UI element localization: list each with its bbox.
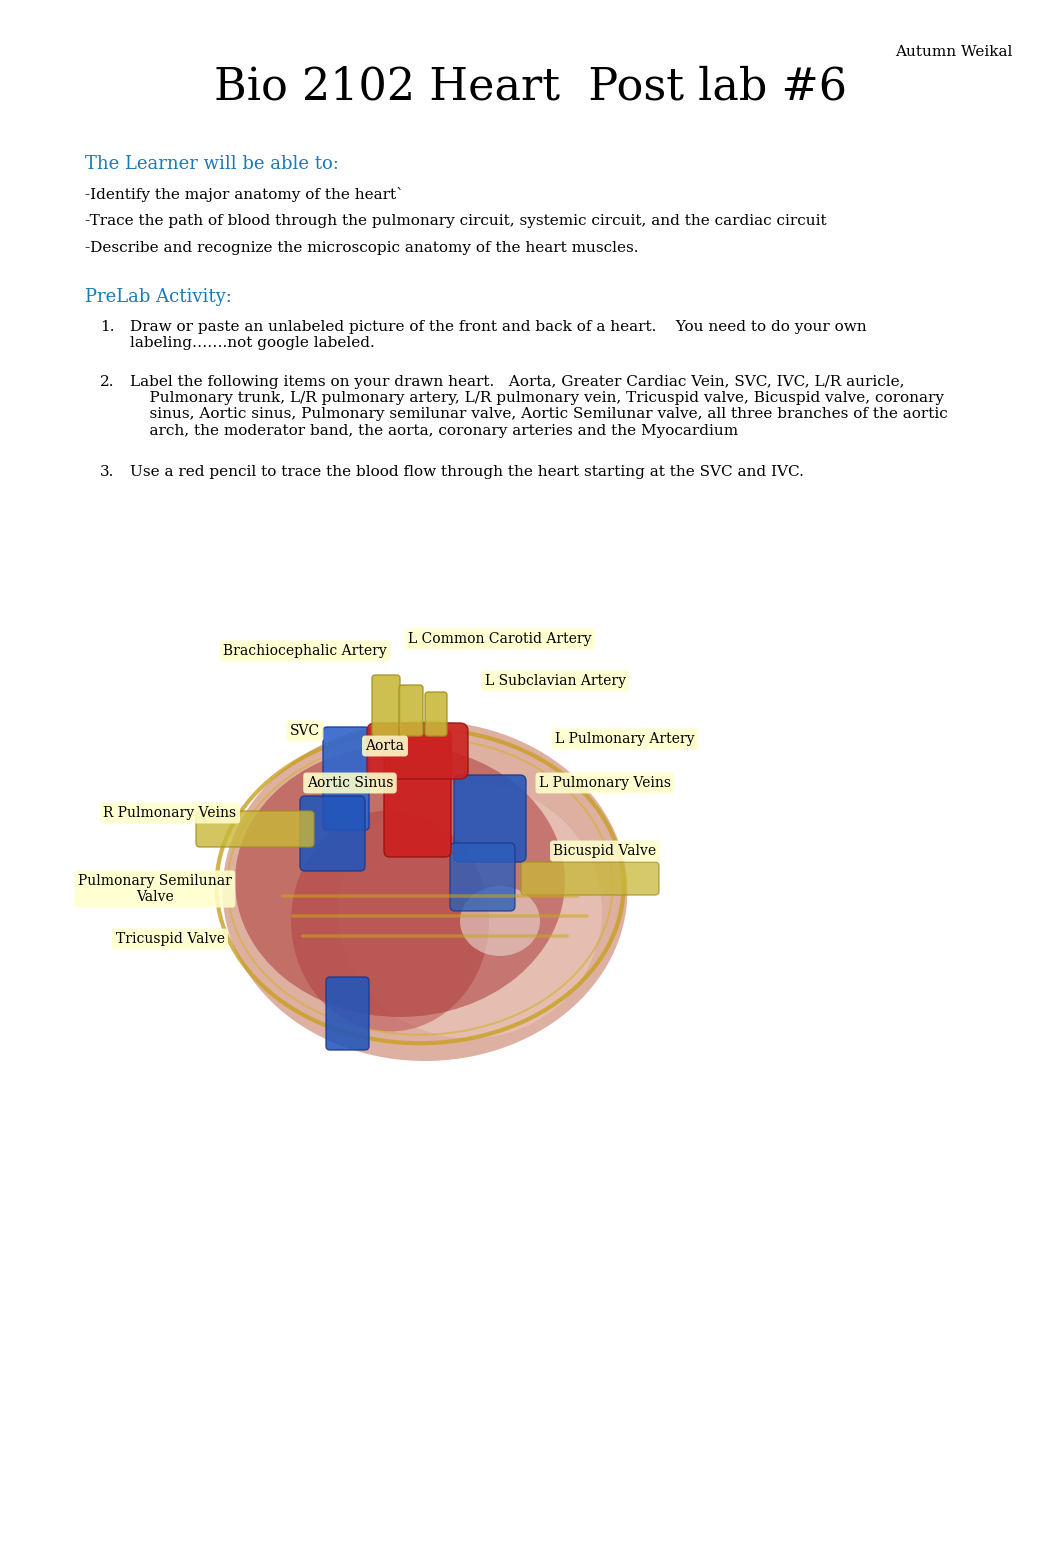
Text: -Trace the path of blood through the pulmonary circuit, systemic circuit, and th: -Trace the path of blood through the pul… <box>85 214 826 228</box>
Text: 3.: 3. <box>100 465 115 479</box>
Text: Tricuspid Valve: Tricuspid Valve <box>116 932 224 946</box>
FancyBboxPatch shape <box>453 774 526 862</box>
FancyBboxPatch shape <box>196 812 314 848</box>
Ellipse shape <box>460 887 539 955</box>
Text: The Learner will be able to:: The Learner will be able to: <box>85 155 339 173</box>
Text: -Describe and recognize the microscopic anatomy of the heart muscles.: -Describe and recognize the microscopic … <box>85 240 638 254</box>
Text: L Common Carotid Artery: L Common Carotid Artery <box>408 632 592 646</box>
Text: L Pulmonary Veins: L Pulmonary Veins <box>539 776 671 790</box>
Text: -Identify the major anatomy of the heart`: -Identify the major anatomy of the heart… <box>85 187 404 201</box>
Text: Brachiocephalic Artery: Brachiocephalic Artery <box>223 645 387 659</box>
Text: SVC: SVC <box>290 724 320 738</box>
Text: Bicuspid Valve: Bicuspid Valve <box>553 845 656 859</box>
Text: L Subclavian Artery: L Subclavian Artery <box>484 674 626 688</box>
FancyBboxPatch shape <box>425 692 447 735</box>
Text: L Pulmonary Artery: L Pulmonary Artery <box>555 732 695 746</box>
Text: 2.: 2. <box>100 375 115 389</box>
Text: 1.: 1. <box>100 320 115 334</box>
FancyBboxPatch shape <box>399 685 423 735</box>
FancyBboxPatch shape <box>450 843 515 912</box>
FancyBboxPatch shape <box>326 977 369 1051</box>
Text: R Pulmonary Veins: R Pulmonary Veins <box>103 805 237 820</box>
Ellipse shape <box>338 784 602 1038</box>
Text: Label the following items on your drawn heart.   Aorta, Greater Cardiac Vein, SV: Label the following items on your drawn … <box>130 375 947 437</box>
FancyBboxPatch shape <box>372 674 400 735</box>
Ellipse shape <box>291 810 489 1032</box>
Text: Autumn Weikal: Autumn Weikal <box>894 45 1012 59</box>
Text: Aortic Sinus: Aortic Sinus <box>307 776 393 790</box>
FancyBboxPatch shape <box>384 731 451 857</box>
Text: Aorta: Aorta <box>365 738 405 752</box>
Ellipse shape <box>235 745 565 1018</box>
Text: Bio 2102 Heart  Post lab #6: Bio 2102 Heart Post lab #6 <box>215 66 847 108</box>
Text: PreLab Activity:: PreLab Activity: <box>85 287 232 306</box>
FancyBboxPatch shape <box>521 862 660 894</box>
FancyBboxPatch shape <box>323 727 369 830</box>
Text: Use a red pencil to trace the blood flow through the heart starting at the SVC a: Use a red pencil to trace the blood flow… <box>130 465 804 479</box>
Text: Pulmonary Semilunar
Valve: Pulmonary Semilunar Valve <box>79 874 232 904</box>
FancyBboxPatch shape <box>299 796 365 871</box>
Text: Draw or paste an unlabeled picture of the front and back of a heart.    You need: Draw or paste an unlabeled picture of th… <box>130 320 867 350</box>
FancyBboxPatch shape <box>367 723 468 779</box>
Ellipse shape <box>223 721 628 1061</box>
